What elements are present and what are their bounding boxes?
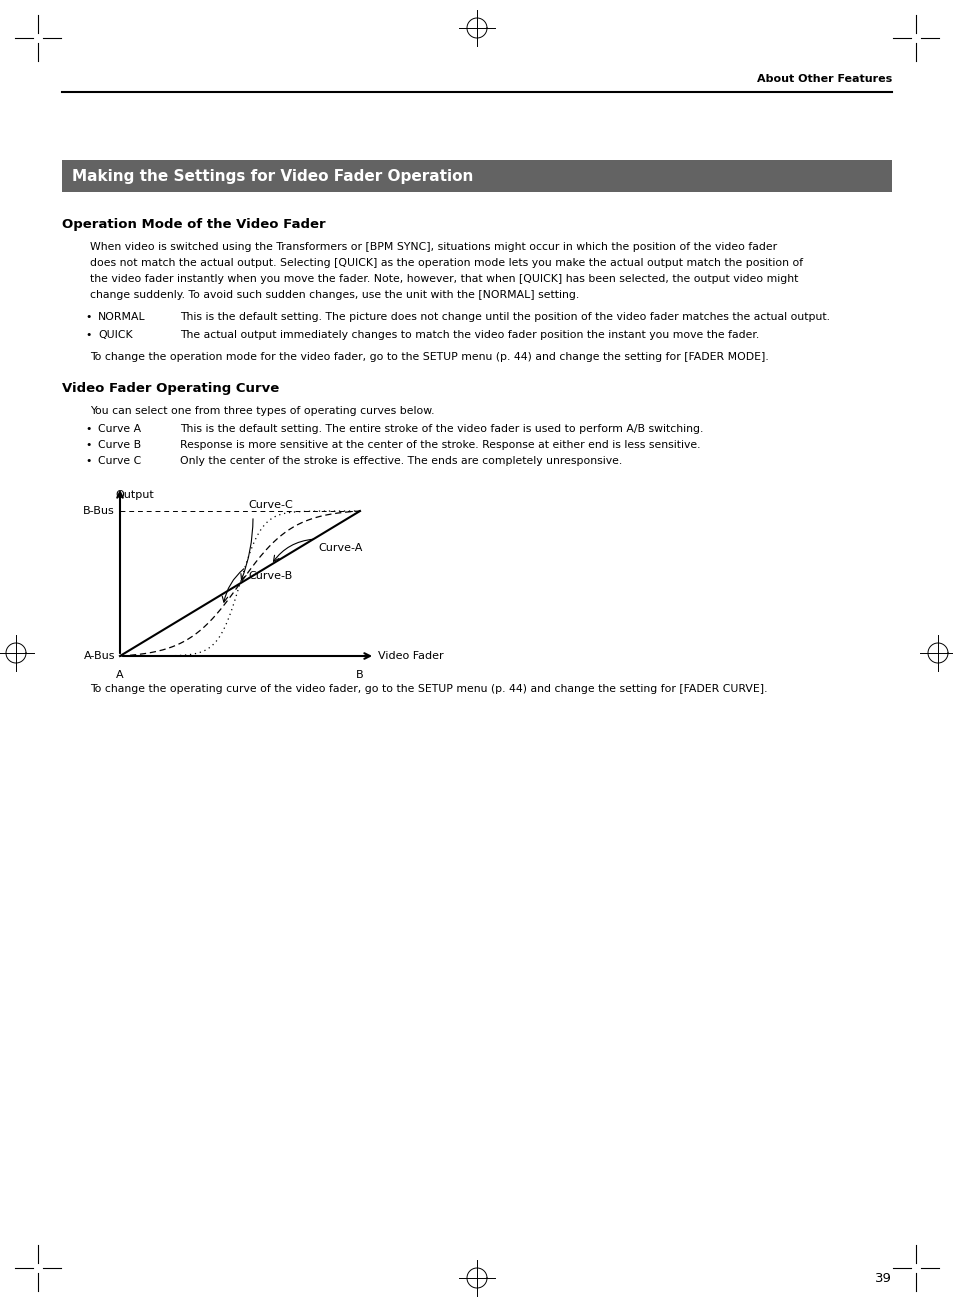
Text: Video Fader: Video Fader bbox=[377, 650, 443, 661]
Text: change suddenly. To avoid such sudden changes, use the unit with the [NORMAL] se: change suddenly. To avoid such sudden ch… bbox=[90, 290, 578, 300]
Text: Curve A: Curve A bbox=[98, 424, 141, 434]
Text: •: • bbox=[85, 424, 91, 434]
Text: QUICK: QUICK bbox=[98, 330, 132, 340]
Text: Making the Settings for Video Fader Operation: Making the Settings for Video Fader Oper… bbox=[71, 168, 473, 184]
Text: Operation Mode of the Video Fader: Operation Mode of the Video Fader bbox=[62, 218, 325, 231]
Text: This is the default setting. The picture does not change until the position of t: This is the default setting. The picture… bbox=[180, 312, 829, 323]
Text: the video fader instantly when you move the fader. Note, however, that when [QUI: the video fader instantly when you move … bbox=[90, 274, 798, 283]
Text: Output: Output bbox=[115, 490, 153, 500]
Text: The actual output immediately changes to match the video fader position the inst: The actual output immediately changes to… bbox=[180, 330, 759, 340]
Text: About Other Features: About Other Features bbox=[756, 74, 891, 84]
Text: You can select one from three types of operating curves below.: You can select one from three types of o… bbox=[90, 406, 434, 417]
Text: Video Fader Operating Curve: Video Fader Operating Curve bbox=[62, 381, 279, 394]
Text: Only the center of the stroke is effective. The ends are completely unresponsive: Only the center of the stroke is effecti… bbox=[180, 456, 621, 466]
Text: Curve B: Curve B bbox=[98, 440, 141, 451]
Bar bbox=[62, 161, 891, 192]
Text: NORMAL: NORMAL bbox=[98, 312, 146, 323]
Text: •: • bbox=[85, 312, 91, 323]
Text: Curve C: Curve C bbox=[98, 456, 141, 466]
Text: This is the default setting. The entire stroke of the video fader is used to per: This is the default setting. The entire … bbox=[180, 424, 702, 434]
Text: Curve-A: Curve-A bbox=[317, 543, 362, 552]
Text: B: B bbox=[355, 670, 363, 680]
Text: Curve-C: Curve-C bbox=[248, 500, 293, 511]
Text: A-Bus: A-Bus bbox=[84, 650, 115, 661]
Text: does not match the actual output. Selecting [QUICK] as the operation mode lets y: does not match the actual output. Select… bbox=[90, 259, 802, 268]
Text: 39: 39 bbox=[874, 1272, 891, 1285]
Text: Curve-B: Curve-B bbox=[248, 571, 292, 581]
Text: •: • bbox=[85, 456, 91, 466]
Text: •: • bbox=[85, 440, 91, 451]
Text: A: A bbox=[116, 670, 124, 680]
Text: Response is more sensitive at the center of the stroke. Response at either end i: Response is more sensitive at the center… bbox=[180, 440, 700, 451]
Text: To change the operating curve of the video fader, go to the SETUP menu (p. 44) a: To change the operating curve of the vid… bbox=[90, 684, 767, 693]
Text: To change the operation mode for the video fader, go to the SETUP menu (p. 44) a: To change the operation mode for the vid… bbox=[90, 353, 768, 362]
Text: B-Bus: B-Bus bbox=[83, 505, 115, 516]
Text: When video is switched using the Transformers or [BPM SYNC], situations might oc: When video is switched using the Transfo… bbox=[90, 242, 777, 252]
Text: •: • bbox=[85, 330, 91, 340]
